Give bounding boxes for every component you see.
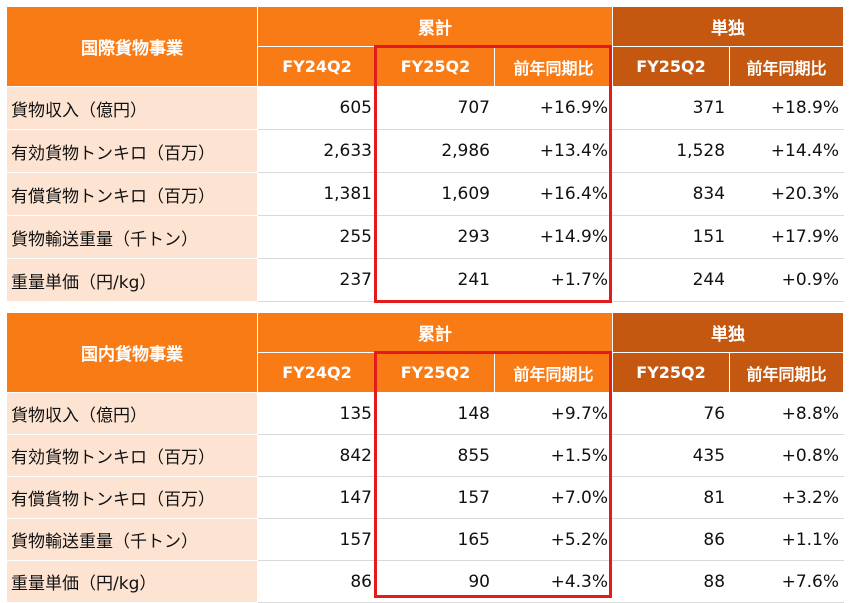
table-row: 有償貨物トンキロ（百万） 147 157 +7.0% 81 +3.2%: [6, 476, 845, 519]
column-header: FY25Q2: [612, 352, 731, 393]
value-cell: +3.2%: [729, 476, 845, 519]
value-cell: +17.9%: [729, 215, 845, 259]
value-cell: 157: [257, 518, 377, 561]
group-header-cumulative: 累計: [256, 312, 614, 353]
table-row: 有償貨物トンキロ（百万） 1,381 1,609 +16.4% 834 +20.…: [6, 172, 845, 216]
value-cell: +16.9%: [493, 86, 614, 130]
value-cell: 244: [612, 258, 731, 302]
value-cell: +14.9%: [493, 215, 614, 259]
value-cell: 842: [257, 434, 377, 477]
table-row: 貨物収入（億円） 605 707 +16.9% 371 +18.9%: [6, 86, 845, 130]
value-cell: 165: [376, 518, 495, 561]
value-cell: 157: [376, 476, 495, 519]
row-label: 重量単価（円/kg）: [6, 560, 258, 603]
table-row: 貨物輸送重量（千トン） 157 165 +5.2% 86 +1.1%: [6, 518, 845, 561]
value-cell: 151: [612, 215, 731, 259]
value-cell: +1.5%: [493, 434, 614, 477]
value-cell: +8.8%: [729, 392, 845, 435]
value-cell: +18.9%: [729, 86, 845, 130]
value-cell: 135: [257, 392, 377, 435]
value-cell: +9.7%: [493, 392, 614, 435]
value-cell: 605: [257, 86, 377, 130]
value-cell: +7.6%: [729, 560, 845, 603]
value-cell: 293: [376, 215, 495, 259]
value-cell: 2,633: [257, 129, 377, 173]
value-cell: +13.4%: [493, 129, 614, 173]
row-label: 貨物輸送重量（千トン）: [6, 518, 258, 561]
value-cell: +1.7%: [493, 258, 614, 302]
row-label: 有効貨物トンキロ（百万）: [6, 434, 258, 477]
column-header: FY25Q2: [376, 352, 495, 393]
value-cell: +20.3%: [729, 172, 845, 216]
value-cell: 76: [612, 392, 731, 435]
value-cell: +4.3%: [493, 560, 614, 603]
international-cargo-table: 国際貨物事業 累計 単独 FY24Q2 FY25Q2 前年同期比 FY25Q2 …: [6, 6, 845, 302]
value-cell: 255: [257, 215, 377, 259]
section-title: 国際貨物事業: [6, 6, 258, 87]
table-row: 貨物収入（億円） 135 148 +9.7% 76 +8.8%: [6, 392, 845, 435]
column-header: FY24Q2: [257, 352, 377, 393]
table-row: 有効貨物トンキロ（百万） 842 855 +1.5% 435 +0.8%: [6, 434, 845, 477]
table-row: 重量単価（円/kg） 86 90 +4.3% 88 +7.6%: [6, 560, 845, 603]
value-cell: 81: [612, 476, 731, 519]
group-header-cumulative: 累計: [256, 6, 614, 47]
table-row: 貨物輸送重量（千トン） 255 293 +14.9% 151 +17.9%: [6, 215, 845, 259]
value-cell: 86: [612, 518, 731, 561]
value-cell: +1.1%: [729, 518, 845, 561]
column-header: 前年同期比: [493, 46, 614, 87]
value-cell: 88: [612, 560, 731, 603]
row-label: 貨物収入（億円）: [6, 86, 258, 130]
row-label: 有償貨物トンキロ（百万）: [6, 172, 258, 216]
value-cell: +14.4%: [729, 129, 845, 173]
group-header-single: 単独: [612, 312, 845, 353]
value-cell: 86: [257, 560, 377, 603]
row-label: 重量単価（円/kg）: [6, 258, 258, 302]
value-cell: +0.8%: [729, 434, 845, 477]
column-header: FY25Q2: [376, 46, 495, 87]
row-label: 有償貨物トンキロ（百万）: [6, 476, 258, 519]
value-cell: 241: [376, 258, 495, 302]
value-cell: 148: [376, 392, 495, 435]
column-header: 前年同期比: [729, 46, 845, 87]
column-header: FY24Q2: [257, 46, 377, 87]
value-cell: 147: [257, 476, 377, 519]
value-cell: +16.4%: [493, 172, 614, 216]
value-cell: 371: [612, 86, 731, 130]
value-cell: 2,986: [376, 129, 495, 173]
value-cell: 1,609: [376, 172, 495, 216]
value-cell: 435: [612, 434, 731, 477]
column-header: 前年同期比: [729, 352, 845, 393]
value-cell: 1,528: [612, 129, 731, 173]
value-cell: +0.9%: [729, 258, 845, 302]
value-cell: 707: [376, 86, 495, 130]
value-cell: +7.0%: [493, 476, 614, 519]
value-cell: +5.2%: [493, 518, 614, 561]
table-row: 有効貨物トンキロ（百万） 2,633 2,986 +13.4% 1,528 +1…: [6, 129, 845, 173]
table-row: 重量単価（円/kg） 237 241 +1.7% 244 +0.9%: [6, 258, 845, 302]
column-header: FY25Q2: [612, 46, 731, 87]
row-label: 貨物収入（億円）: [6, 392, 258, 435]
value-cell: 1,381: [257, 172, 377, 216]
value-cell: 855: [376, 434, 495, 477]
section-title: 国内貨物事業: [6, 312, 258, 393]
value-cell: 237: [257, 258, 377, 302]
row-label: 有効貨物トンキロ（百万）: [6, 129, 258, 173]
value-cell: 834: [612, 172, 731, 216]
column-header: 前年同期比: [493, 352, 614, 393]
value-cell: 90: [376, 560, 495, 603]
domestic-cargo-table: 国内貨物事業 累計 単独 FY24Q2 FY25Q2 前年同期比 FY25Q2 …: [6, 312, 845, 603]
group-header-single: 単独: [612, 6, 845, 47]
row-label: 貨物輸送重量（千トン）: [6, 215, 258, 259]
